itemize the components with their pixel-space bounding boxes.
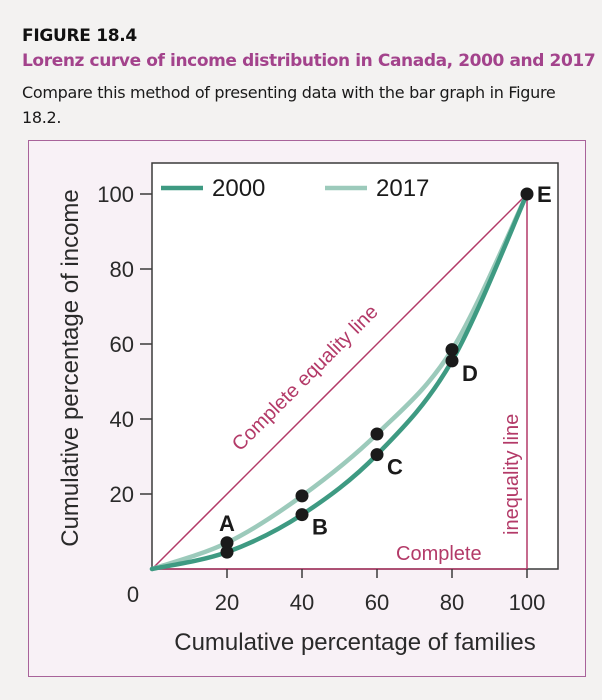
y-tick-label: 80 bbox=[110, 257, 134, 282]
point-label-C: C bbox=[387, 455, 403, 480]
data-point-2000 bbox=[370, 448, 384, 462]
figure-caption: Compare this method of presenting data w… bbox=[22, 83, 556, 127]
origin-label: 0 bbox=[127, 582, 139, 607]
legend-label-2000: 2000 bbox=[212, 175, 265, 202]
point-labels: A B C D E bbox=[219, 182, 552, 540]
data-points bbox=[220, 187, 534, 559]
x-tick-label: 60 bbox=[365, 590, 389, 615]
data-point-2000 bbox=[445, 354, 459, 368]
data-point-2017 bbox=[220, 536, 234, 550]
point-label-D: D bbox=[462, 361, 478, 386]
figure-title: Lorenz curve of income distribution in C… bbox=[22, 51, 596, 71]
y-axis-title: Cumulative percentage of income bbox=[57, 189, 84, 547]
figure-label: FIGURE 18.4 bbox=[22, 26, 137, 46]
data-point-2000 bbox=[220, 545, 234, 559]
legend-label-2017: 2017 bbox=[376, 175, 429, 202]
data-point-2017 bbox=[445, 343, 459, 357]
x-tick-label: 40 bbox=[290, 590, 314, 615]
x-axis-ticks: 20 40 60 80 100 bbox=[215, 569, 546, 615]
inequality-line-label-part2: inequality line bbox=[501, 414, 523, 535]
y-tick-label: 20 bbox=[110, 482, 134, 507]
legend: 2000 2017 bbox=[161, 175, 429, 202]
equality-line bbox=[151, 193, 528, 570]
y-tick-label: 60 bbox=[110, 332, 134, 357]
y-tick-label: 40 bbox=[110, 407, 134, 432]
x-tick-label: 20 bbox=[215, 590, 239, 615]
point-label-E: E bbox=[537, 182, 552, 207]
x-tick-label: 100 bbox=[509, 590, 546, 615]
data-point-2017 bbox=[295, 489, 309, 503]
point-label-B: B bbox=[312, 515, 328, 540]
data-point-E bbox=[520, 187, 534, 201]
x-tick-label: 80 bbox=[440, 590, 464, 615]
inequality-line-label-part1: Complete bbox=[396, 543, 482, 565]
point-label-A: A bbox=[219, 511, 235, 536]
x-axis-title: Cumulative percentage of families bbox=[174, 629, 536, 656]
y-tick-label: 100 bbox=[97, 182, 134, 207]
data-point-2017 bbox=[370, 427, 384, 441]
y-axis-ticks: 20 40 60 80 100 bbox=[97, 182, 152, 507]
data-point-2000 bbox=[295, 508, 309, 522]
